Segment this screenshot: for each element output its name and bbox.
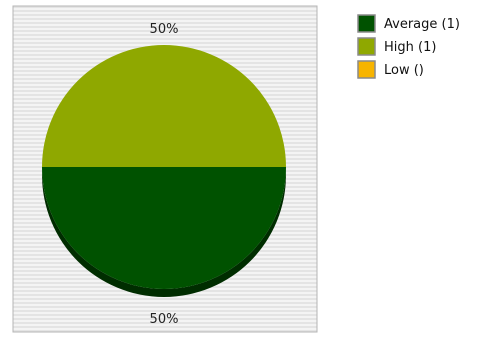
legend: Average (1) High (1) Low () <box>357 14 460 79</box>
legend-swatch-high <box>357 37 376 56</box>
legend-item-high: High (1) <box>357 37 436 56</box>
percent-label-high: 50% <box>150 22 179 37</box>
legend-label-high: High (1) <box>384 40 436 55</box>
pie-group: 50% 50% <box>42 22 286 327</box>
percent-label-average: 50% <box>150 312 179 327</box>
legend-item-low: Low () <box>357 60 424 79</box>
legend-label-average: Average (1) <box>384 17 460 32</box>
legend-swatch-average <box>357 14 376 33</box>
legend-swatch-low <box>357 60 376 79</box>
pie-slice-high[interactable] <box>42 45 286 167</box>
legend-label-low: Low () <box>384 63 424 78</box>
pie-slice-average[interactable] <box>42 167 286 289</box>
legend-item-average: Average (1) <box>357 14 460 33</box>
